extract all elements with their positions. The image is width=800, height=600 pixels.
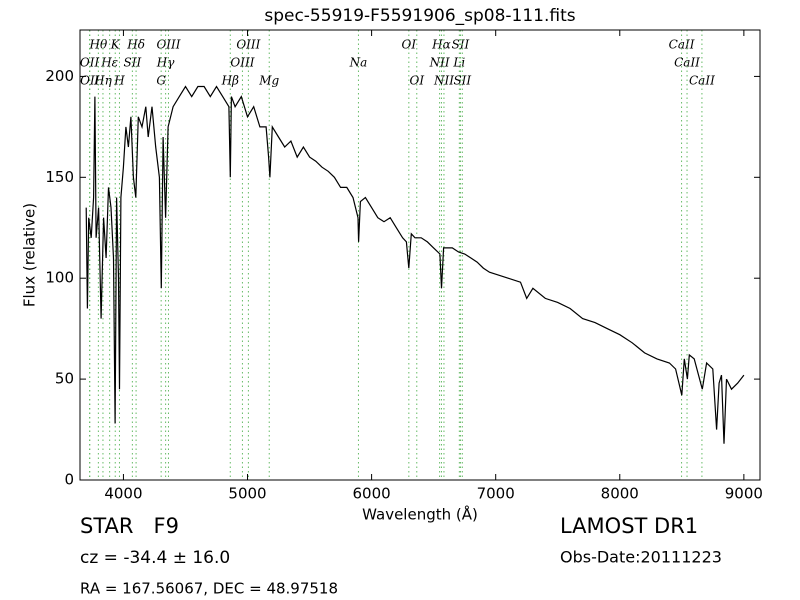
x-axis-label: Wavelength (Å) [362, 505, 478, 524]
spectral-line-label: OI [409, 74, 424, 88]
y-tick-label: 150 [45, 168, 74, 186]
x-tick-label: 9000 [725, 485, 763, 503]
spectral-line-label: NII [433, 74, 454, 88]
plot-frame [79, 29, 761, 481]
redshift: cz = -34.4 ± 16.0 [80, 548, 230, 568]
obs-date: Obs-Date:20111223 [560, 548, 722, 567]
x-tick-label: 4000 [104, 485, 142, 503]
spectral-line-label: Hγ [156, 56, 175, 70]
x-tick-label: 7000 [477, 485, 515, 503]
y-tick-label: 200 [45, 67, 74, 85]
chart-title: spec-55919-F5591906_sp08-111.fits [264, 6, 575, 26]
spectral-line-label: Hθ [89, 38, 108, 52]
spectral-line-label: SII [452, 38, 470, 52]
spectral-line-label: CaII [669, 38, 695, 52]
y-tick-label: 100 [45, 269, 74, 287]
spectral-line-label: Mg [258, 74, 279, 88]
y-axis-label: Flux (relative) [21, 203, 39, 307]
spectral-line-label: OII [80, 74, 100, 88]
spectral-line-label: SII [453, 74, 471, 88]
spectral-line-label: SII [124, 56, 142, 70]
spectral-line-label: Hη [93, 74, 112, 88]
spectral-line-label: K [110, 38, 121, 52]
survey: LAMOST DR1 [560, 514, 698, 538]
x-tick-label: 8000 [601, 485, 639, 503]
spectral-line-label: CaII [674, 56, 700, 70]
spectral-line-label: Hε [100, 56, 118, 70]
spectral-line-label: OIII [236, 38, 260, 52]
spectral-line-label: G [156, 74, 166, 88]
spectral-line-label: NII [429, 56, 450, 70]
spectral-line-label: Hδ [126, 38, 145, 52]
spectral-line-label: OIII [156, 38, 180, 52]
spectral-line-label: CaII [689, 74, 715, 88]
x-tick-label: 5000 [228, 485, 266, 503]
object-class: STAR F9 [80, 514, 179, 538]
spectral-line-label: Hβ [221, 74, 239, 88]
y-tick-label: 50 [55, 370, 74, 388]
spectral-line-label: OI [402, 38, 417, 52]
coordinates: RA = 167.56067, DEC = 48.97518 [80, 580, 338, 598]
spectral-line-label: OIII [230, 56, 254, 70]
spectral-line-label: H [113, 74, 125, 88]
spectral-line-label: Na [349, 56, 368, 70]
spectral-line-label: Li [452, 56, 465, 70]
spectral-line-label: Hα [431, 38, 451, 52]
x-tick-label: 6000 [353, 485, 391, 503]
y-tick-label: 0 [64, 471, 74, 489]
spectrum-line [85, 85, 745, 444]
